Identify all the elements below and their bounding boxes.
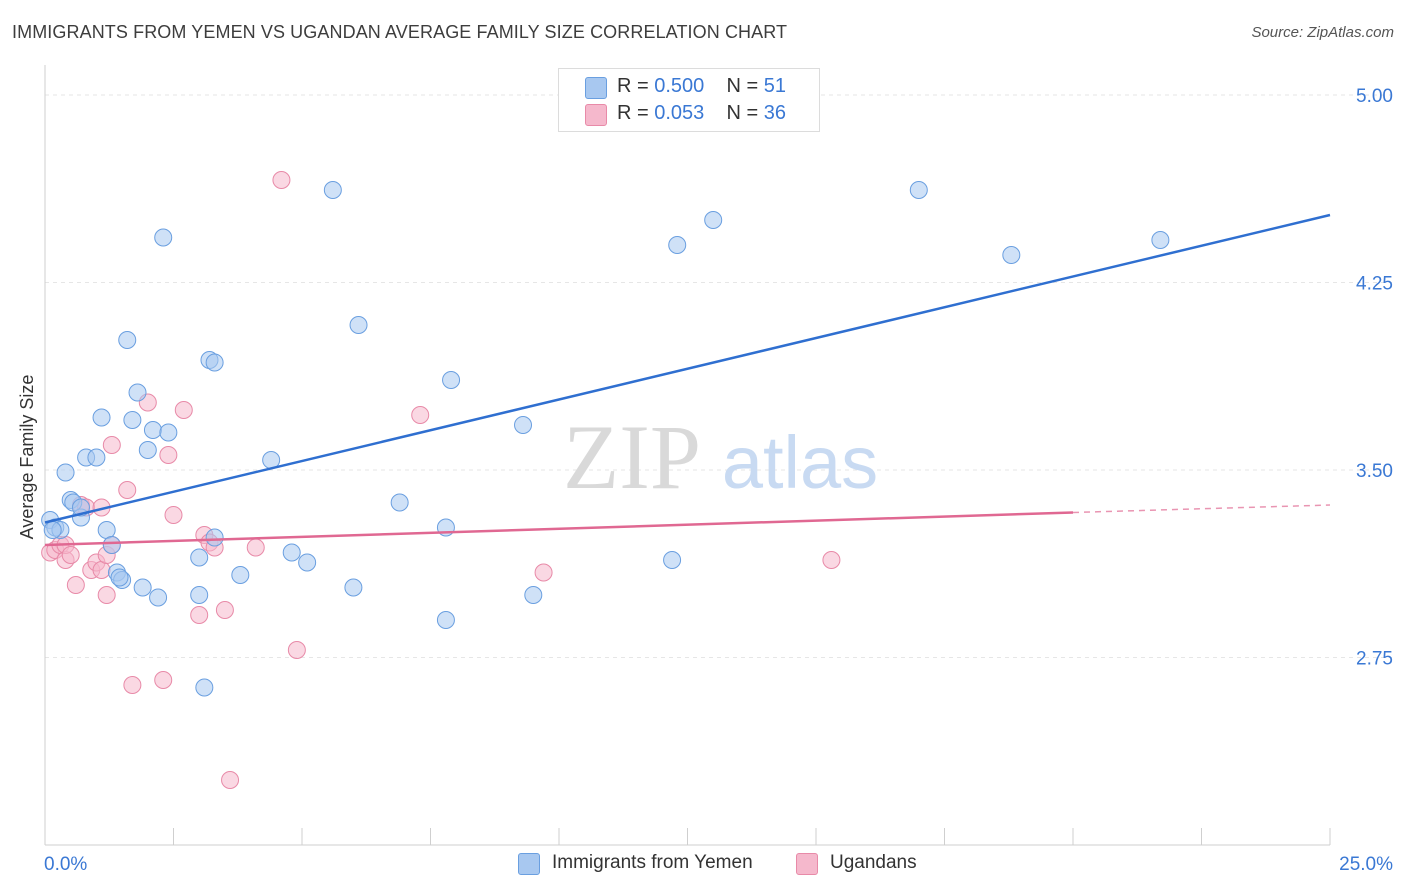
ugandans-point [190,606,209,624]
yemen-point [668,236,687,254]
ugandans-point [97,586,116,604]
ugandans-point [123,676,142,694]
yemen-point [143,421,162,439]
ugandans-point [164,506,183,524]
trend-lines [44,213,1331,547]
x-tick-label-end: 25.0% [1339,854,1393,875]
ugandans-point [66,576,85,594]
ugandans-point [534,563,553,582]
y-tick-label: 4.25 [1356,274,1393,295]
yemen-point [133,578,152,597]
ugandans-trend-line-extension [1072,504,1331,514]
legend-box: R = 0.500 N = 51 R = 0.053 N = 36 [558,68,820,132]
y-tick-label: 2.75 [1356,649,1393,670]
yemen-point [154,228,173,247]
axes [44,65,1331,846]
watermark-zip: ZIP [563,406,701,508]
bottom-legend-label-ugandans: Ugandans [830,852,917,873]
legend-swatch-yemen [585,77,607,99]
yemen-point [282,543,301,562]
legend-n-value: 51 [763,75,787,97]
axis-labels: 2.75 3.50 4.25 5.00 0.0% 25.0% Average Family … [17,86,1393,875]
yemen-point [56,463,75,482]
legend-n-label: N = [726,75,764,97]
ugandans-point [61,546,80,564]
y-axis-label: Average Family Size [17,375,37,540]
yemen-point [102,536,121,554]
yemen-point [436,611,455,629]
bottom-legend-swatch-ugandans [796,853,818,875]
bottom-legend-swatch-yemen [518,853,540,875]
yemen-point [349,316,368,334]
yemen-point [1002,246,1021,264]
yemen-point [442,371,461,389]
ugandans-point [174,401,193,419]
yemen-point [205,528,224,547]
watermark-atlas: atlas [722,421,878,504]
ugandans-point [411,406,430,424]
yemen-trend-line [44,213,1331,524]
yemen-point [149,588,168,607]
yemen-point [298,553,317,572]
yemen-point [231,566,250,584]
yemen-point [190,548,209,567]
yemen-point [704,211,723,229]
ugandans-point [92,561,111,579]
ugandans-point [102,436,121,454]
ugandans-trend-line [44,511,1074,547]
legend-r-value: 0.500 [654,75,705,97]
yemen-point [43,521,62,539]
yemen-point [344,578,363,597]
ugandans-point [118,481,137,499]
yemen-point [909,181,928,199]
legend-n-value: 36 [763,102,787,124]
ugandans-point [287,641,306,659]
legend-swatch-ugandans [585,104,607,126]
chart-title: IMMIGRANTS FROM YEMEN VS UGANDAN AVERAGE… [12,22,788,42]
yemen-point [159,423,178,442]
ugandans-point [154,671,173,689]
yemen-point [1151,231,1170,249]
yemen-point [110,568,129,587]
y-tick-label: 5.00 [1356,86,1393,107]
yemen-point [138,441,157,459]
yemen-point [390,493,409,512]
ugandans-point [159,446,178,464]
yemen-point [128,383,147,402]
yemen-point [205,353,224,372]
yemen-point [663,551,682,569]
yemen-point [123,411,142,429]
yemen-point [92,408,111,427]
ugandans-point [272,171,291,189]
data-points [41,171,1170,789]
yemen-point [97,521,116,539]
source-label: Source: ZipAtlas.com [1251,24,1394,41]
ugandans-point [246,538,265,557]
x-tick-label-start: 0.0% [44,854,87,875]
ugandans-point [215,601,234,619]
yemen-point [514,416,533,434]
legend-n-label: N = [726,102,764,124]
bottom-legend-label-yemen: Immigrants from Yemen [552,852,753,873]
ugandans-point [221,771,240,789]
legend-r-value: 0.053 [654,102,705,124]
yemen-point [190,586,209,604]
yemen-point [195,678,214,697]
yemen-point [323,181,342,199]
yemen-point [118,331,137,349]
y-tick-label: 3.50 [1356,461,1393,482]
watermark: ZIP atlas [563,406,878,508]
ugandans-point [822,551,841,569]
legend-r-label: R = [617,102,655,124]
yemen-point [524,586,543,604]
yemen-point [87,448,106,467]
legend-r-label: R = [617,75,655,97]
